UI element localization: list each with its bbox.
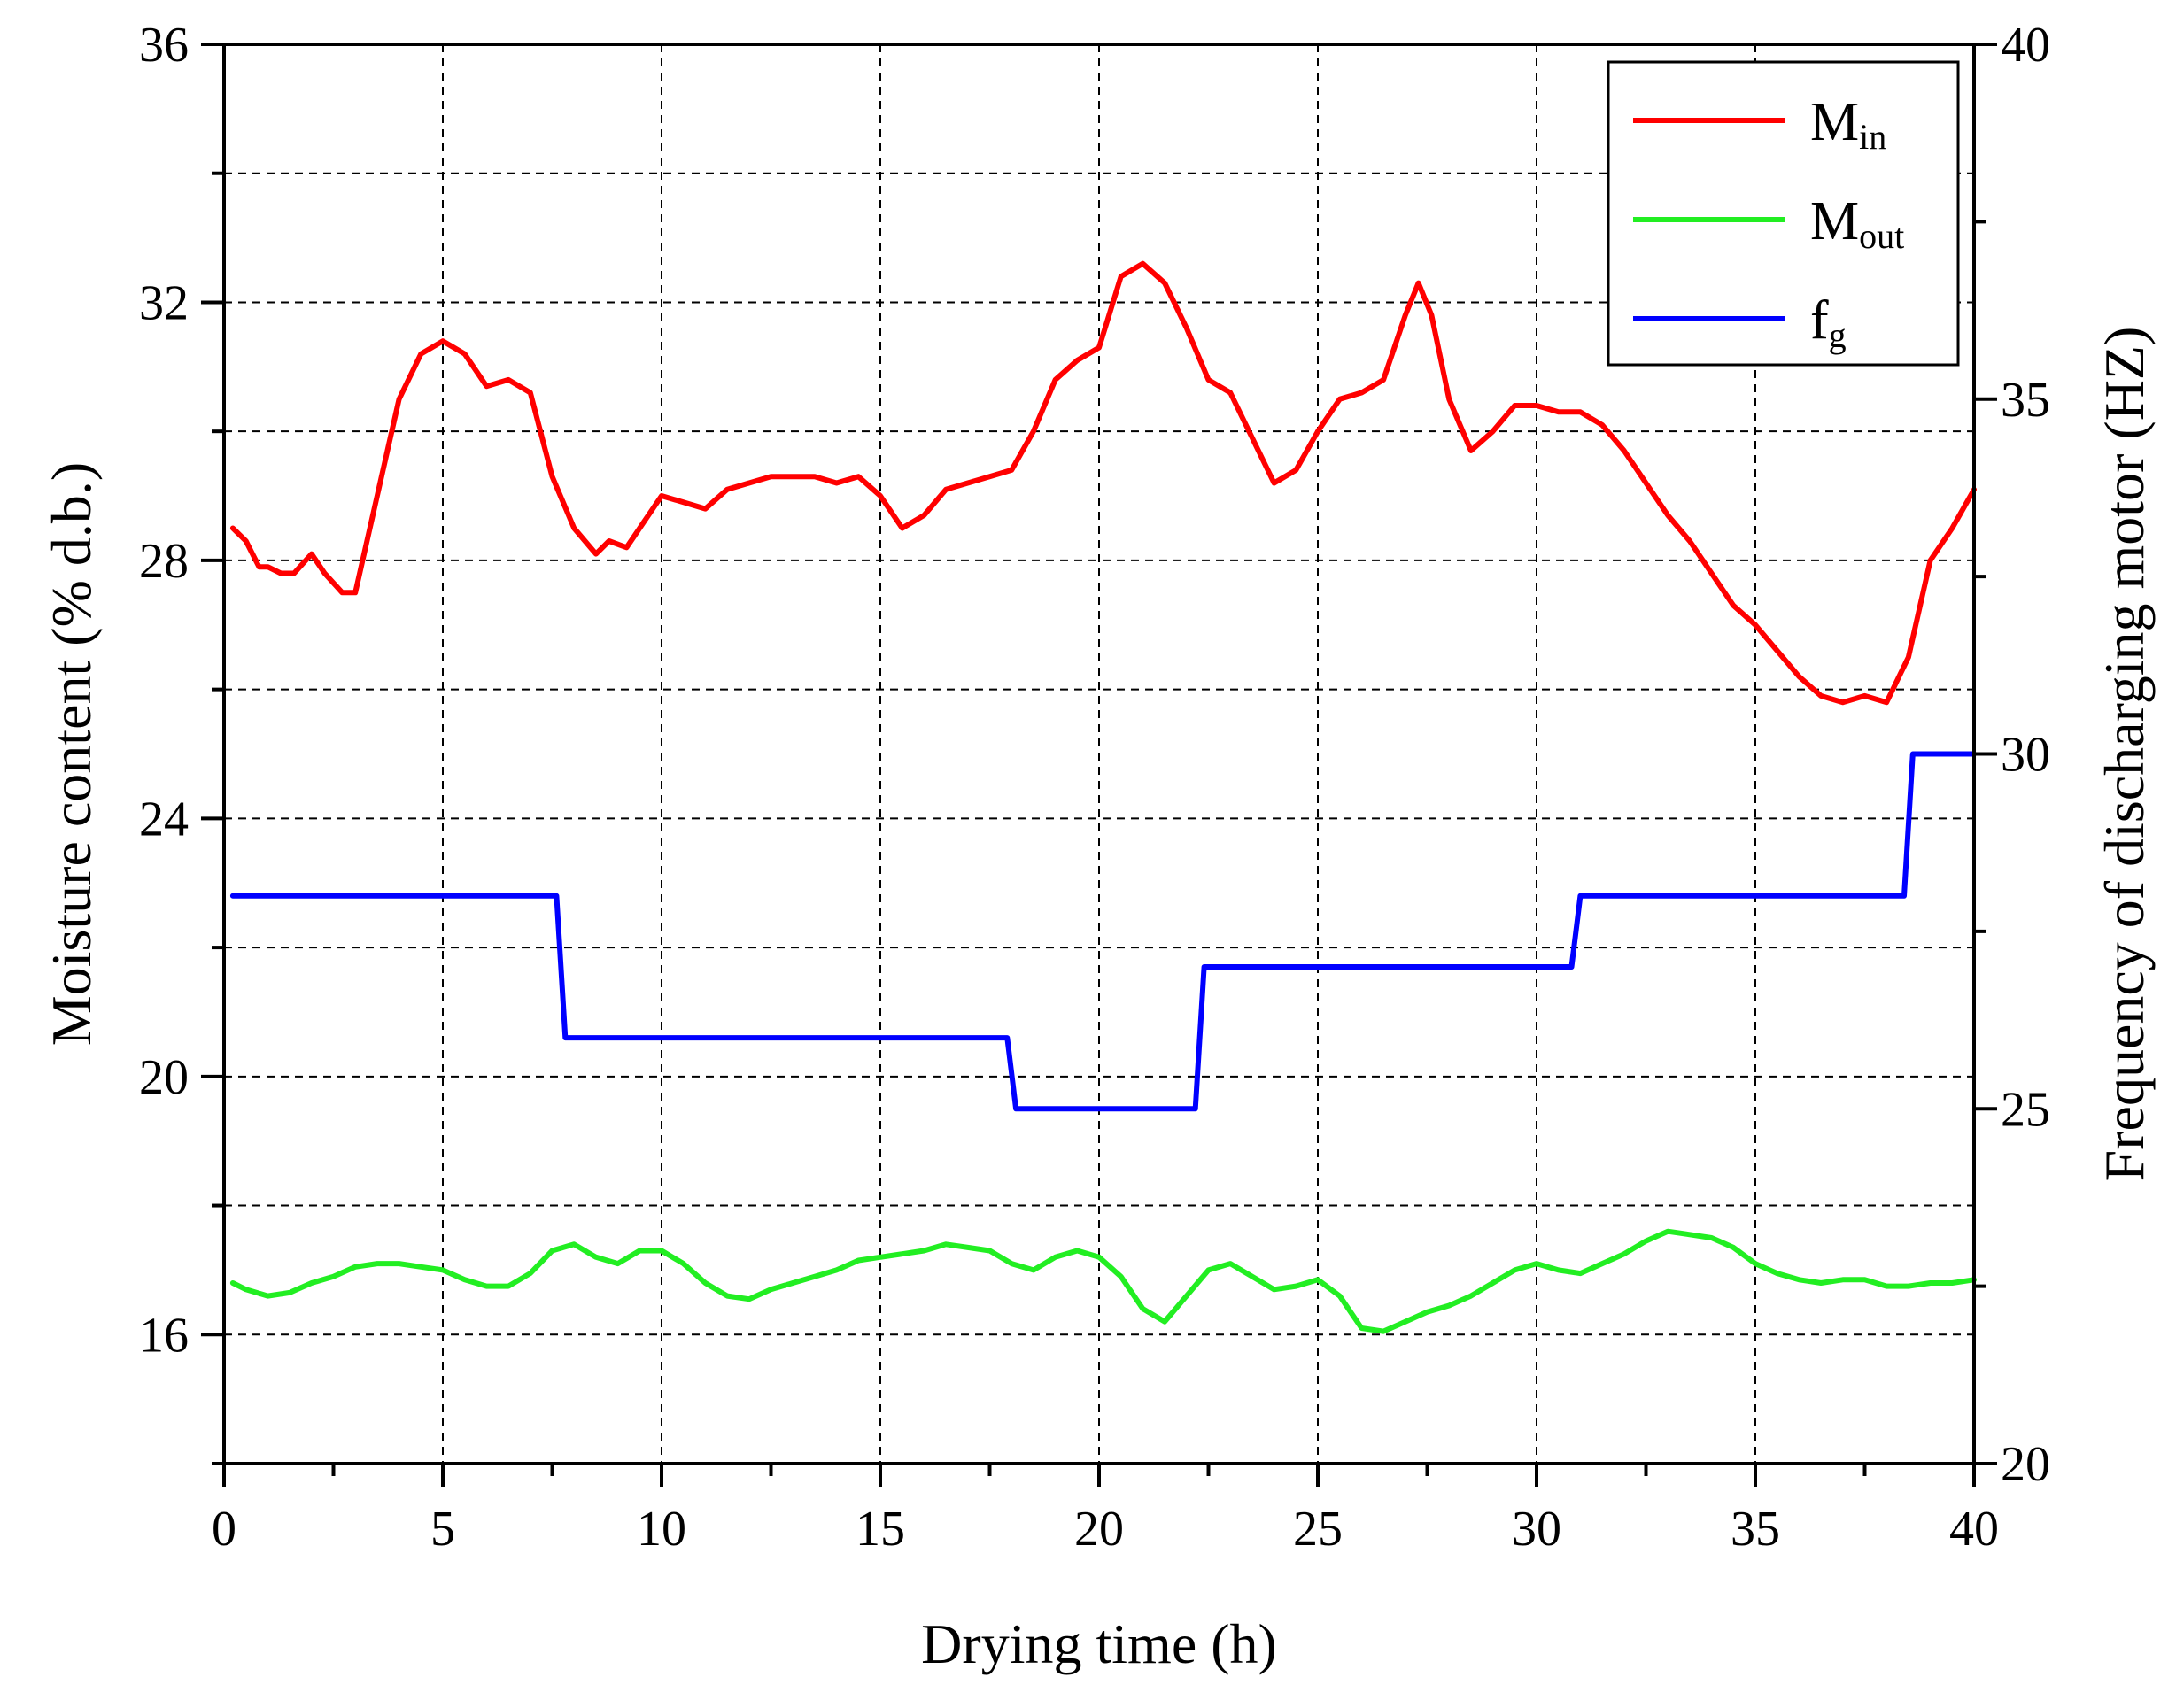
- series-line-min: [229, 260, 1977, 706]
- y2-tick-label: 25: [2001, 1082, 2050, 1137]
- y-tick-label: 20: [139, 1050, 189, 1105]
- axis-ticks: [201, 43, 1997, 1487]
- y2-axis-title: Frequency of discharging motor (HZ): [2093, 327, 2156, 1182]
- legend-label-min: Min: [1810, 92, 1886, 157]
- x-tick-label: 25: [1293, 1502, 1343, 1557]
- x-tick-label: 40: [1949, 1502, 1999, 1557]
- x-tick-label: 10: [637, 1502, 686, 1557]
- x-tick-label: 0: [212, 1502, 236, 1557]
- y-tick-label: 16: [139, 1308, 189, 1363]
- tick-labels: 0 5 10 15 20 25 30 35 40 16 20 24 28 32 36 20 25 30 35 40: [139, 18, 2050, 1557]
- x-axis-title: Drying time (h): [921, 1612, 1277, 1675]
- series-line-mout: [229, 1228, 1977, 1334]
- legend-label-mout: Mout: [1810, 191, 1904, 256]
- series-layer: [229, 260, 1977, 1334]
- series-line-fg: [229, 751, 1977, 1112]
- x-tick-label: 30: [1512, 1502, 1561, 1557]
- y2-tick-label: 30: [2001, 728, 2050, 783]
- y-tick-label: 36: [139, 18, 189, 73]
- legend-box: [1607, 60, 1960, 367]
- y-tick-label: 28: [139, 534, 189, 589]
- x-tick-label: 5: [430, 1502, 455, 1557]
- x-tick-label: 20: [1074, 1502, 1124, 1557]
- grid-lines: [224, 44, 1974, 1464]
- y2-tick-label: 35: [2001, 373, 2050, 428]
- legend: Min Mout fg: [1607, 60, 1960, 367]
- x-tick-label: 35: [1731, 1502, 1780, 1557]
- x-tick-label: 15: [856, 1502, 905, 1557]
- y2-tick-label: 20: [2001, 1437, 2050, 1492]
- y-tick-label: 24: [139, 792, 189, 846]
- legend-label-fg: fg: [1810, 290, 1847, 355]
- y-axis-title: Moisture content (% d.b.): [40, 462, 103, 1046]
- y-tick-label: 32: [139, 275, 189, 330]
- y2-tick-label: 40: [2001, 18, 2050, 73]
